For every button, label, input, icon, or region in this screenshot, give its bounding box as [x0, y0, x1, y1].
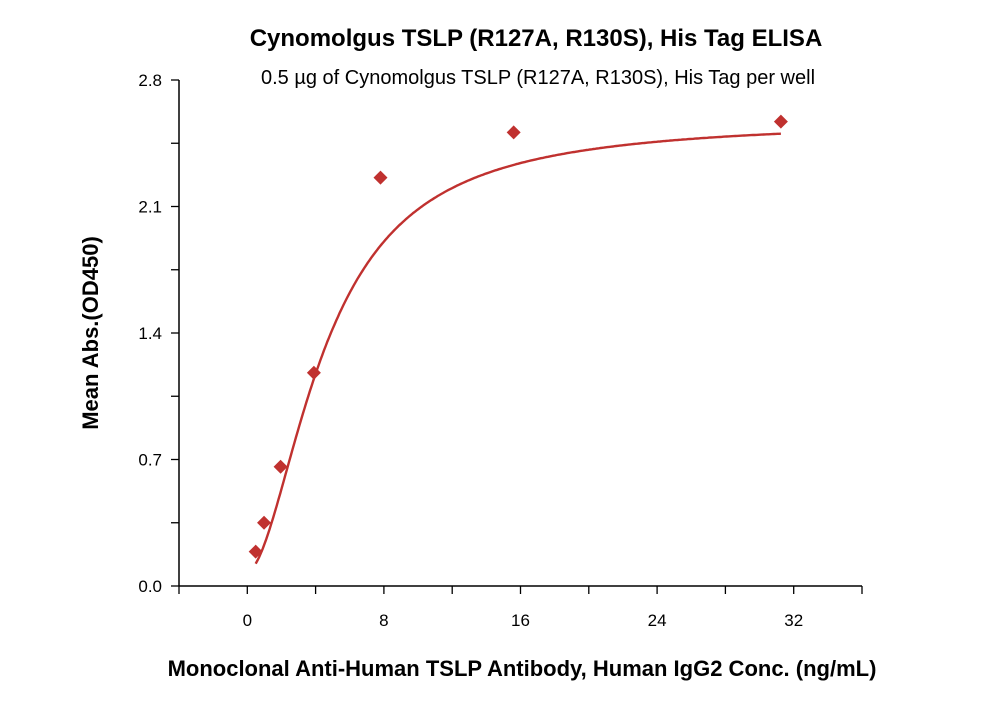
data-point	[773, 114, 788, 129]
data-point	[506, 125, 521, 140]
fit-curve	[254, 132, 781, 565]
data-point	[257, 515, 272, 530]
y-axis-label: Mean Abs.(OD450)	[78, 236, 103, 430]
data-point	[306, 365, 321, 380]
x-tick-label: 0	[243, 611, 252, 630]
y-tick-label: 0.0	[138, 577, 162, 596]
data-point	[273, 459, 288, 474]
chart-title: Cynomolgus TSLP (R127A, R130S), His Tag …	[250, 25, 823, 52]
x-tick-label: 16	[511, 611, 530, 630]
data-point	[248, 544, 263, 559]
chart-subtitle: 0.5 µg of Cynomolgus TSLP (R127A, R130S)…	[261, 67, 815, 89]
y-tick-label: 2.8	[138, 71, 162, 90]
y-tick-label: 2.1	[138, 198, 162, 217]
x-axis-label: Monoclonal Anti-Human TSLP Antibody, Hum…	[168, 656, 877, 681]
x-tick-label: 32	[784, 611, 803, 630]
data-point	[373, 170, 388, 185]
x-tick-label: 24	[648, 611, 667, 630]
x-tick-label: 8	[379, 611, 388, 630]
y-tick-label: 0.7	[138, 451, 162, 470]
y-tick-label: 1.4	[138, 324, 162, 343]
